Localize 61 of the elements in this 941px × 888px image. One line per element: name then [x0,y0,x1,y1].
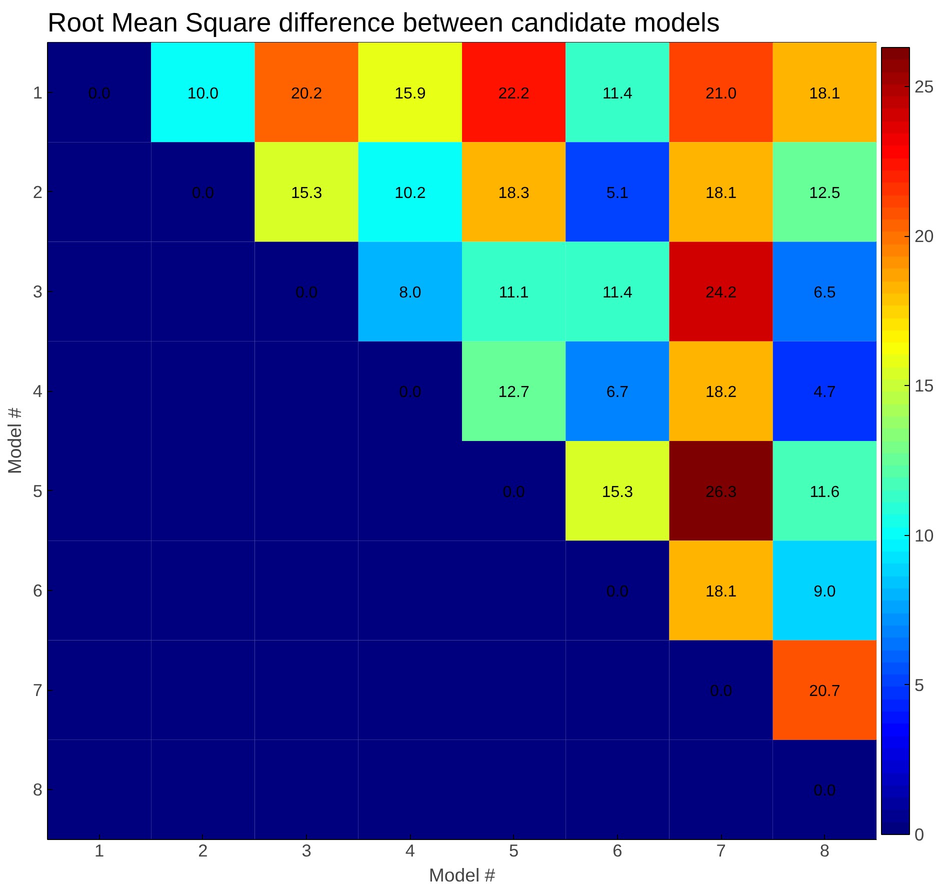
color-bar-label: 20 [914,226,934,246]
data-label: 18.1 [809,85,840,102]
x-tick-label: 6 [612,840,622,860]
data-label: 11.4 [602,284,633,302]
data-label: 15.3 [602,484,634,501]
y-tick-label: 3 [32,282,43,302]
y-tick-label: 6 [32,580,43,600]
data-label: 20.7 [809,683,840,700]
data-label: 5.1 [606,184,629,202]
data-label: 4.7 [814,384,836,402]
y-axis-title: Model # [4,407,25,474]
color-bar-label: 25 [914,76,934,96]
data-label: 11.4 [602,85,633,102]
x-axis-title: Model # [428,864,496,886]
data-label: 0.0 [502,484,526,501]
data-label: 0.0 [606,583,629,600]
data-label: 15.3 [290,184,322,202]
data-label: 10.2 [394,184,426,202]
data-label: 24.2 [705,284,737,302]
data-label: 18.1 [705,583,737,600]
data-label: 0.0 [192,184,214,202]
color-bar-label: 15 [914,376,934,396]
y-tick-label: 5 [32,480,43,501]
data-label: 12.7 [498,384,530,402]
x-tick-label: 2 [198,840,208,860]
data-label: 0.0 [399,384,422,402]
color-bar-label: 10 [914,525,934,546]
x-tick-label: 4 [405,840,416,860]
data-label: 0.0 [814,782,836,800]
data-label: 26.3 [705,484,737,501]
data-label: 18.1 [705,184,737,202]
data-label: 8.0 [399,284,422,302]
chart-title: Root Mean Square difference between candidate models [48,8,720,38]
data-label: 12.5 [809,184,840,202]
y-tick-label: 7 [32,680,43,700]
color-bar-label: 0 [914,824,924,844]
data-label: 21.0 [705,85,737,102]
y-tick-label: 4 [32,381,43,402]
data-label: 0.0 [295,284,318,302]
data-label: 22.2 [498,85,530,102]
x-tick-label: 7 [716,840,726,860]
data-label: 6.7 [606,384,629,402]
y-tick-label: 2 [32,182,43,202]
data-label: 18.2 [705,384,737,402]
color-bar-label: 5 [914,674,924,695]
data-label: 6.5 [814,284,836,302]
x-tick-label: 3 [302,840,312,860]
x-tick-label: 1 [94,840,104,860]
x-tick-label: 8 [820,840,830,860]
data-label: 11.1 [498,284,529,302]
data-label: 18.3 [498,184,530,202]
y-tick-label: 1 [32,82,43,102]
data-label: 9.0 [814,583,836,600]
y-tick-label: 8 [32,780,43,800]
data-label: 20.2 [290,85,322,102]
x-tick-label: 5 [508,840,519,860]
data-label: 11.6 [810,484,840,501]
data-label: 15.9 [394,85,426,102]
data-label: 0.0 [710,683,732,700]
data-label: 0.0 [88,85,111,102]
data-label: 10.0 [187,85,219,102]
